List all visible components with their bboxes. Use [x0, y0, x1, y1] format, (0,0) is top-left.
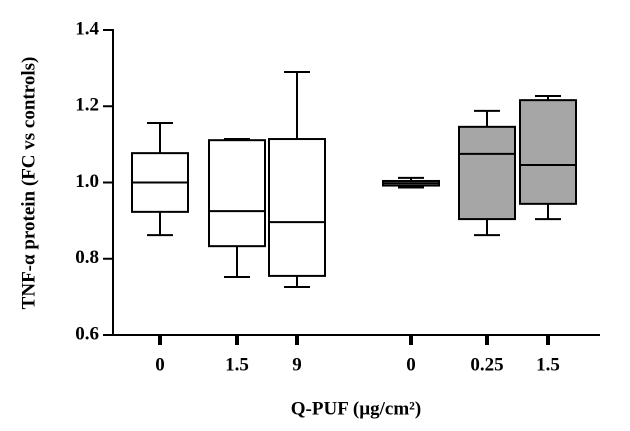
box: [458, 125, 516, 221]
box: [519, 99, 577, 205]
x-tick-label: 0: [406, 354, 416, 375]
y-tick-label: 0.6: [75, 323, 99, 344]
y-tick-label: 1.4: [75, 18, 99, 39]
x-tick-label: 1.5: [536, 354, 560, 375]
y-tick-label: 0.8: [75, 247, 99, 268]
x-tick-label: 0: [155, 354, 165, 375]
box: [208, 139, 266, 248]
box: [268, 138, 326, 277]
x-axis-label: Q-PUF (µg/cm²): [291, 398, 421, 419]
x-tick-label: 0.25: [470, 354, 503, 375]
y-tick-label: 1.2: [75, 95, 99, 116]
y-tick-label: 1.0: [75, 171, 99, 192]
x-tick-label: 9: [292, 354, 302, 375]
x-tick-label: 1.5: [225, 354, 249, 375]
y-axis-label: TNF-α protein (FC vs controls): [18, 57, 39, 310]
